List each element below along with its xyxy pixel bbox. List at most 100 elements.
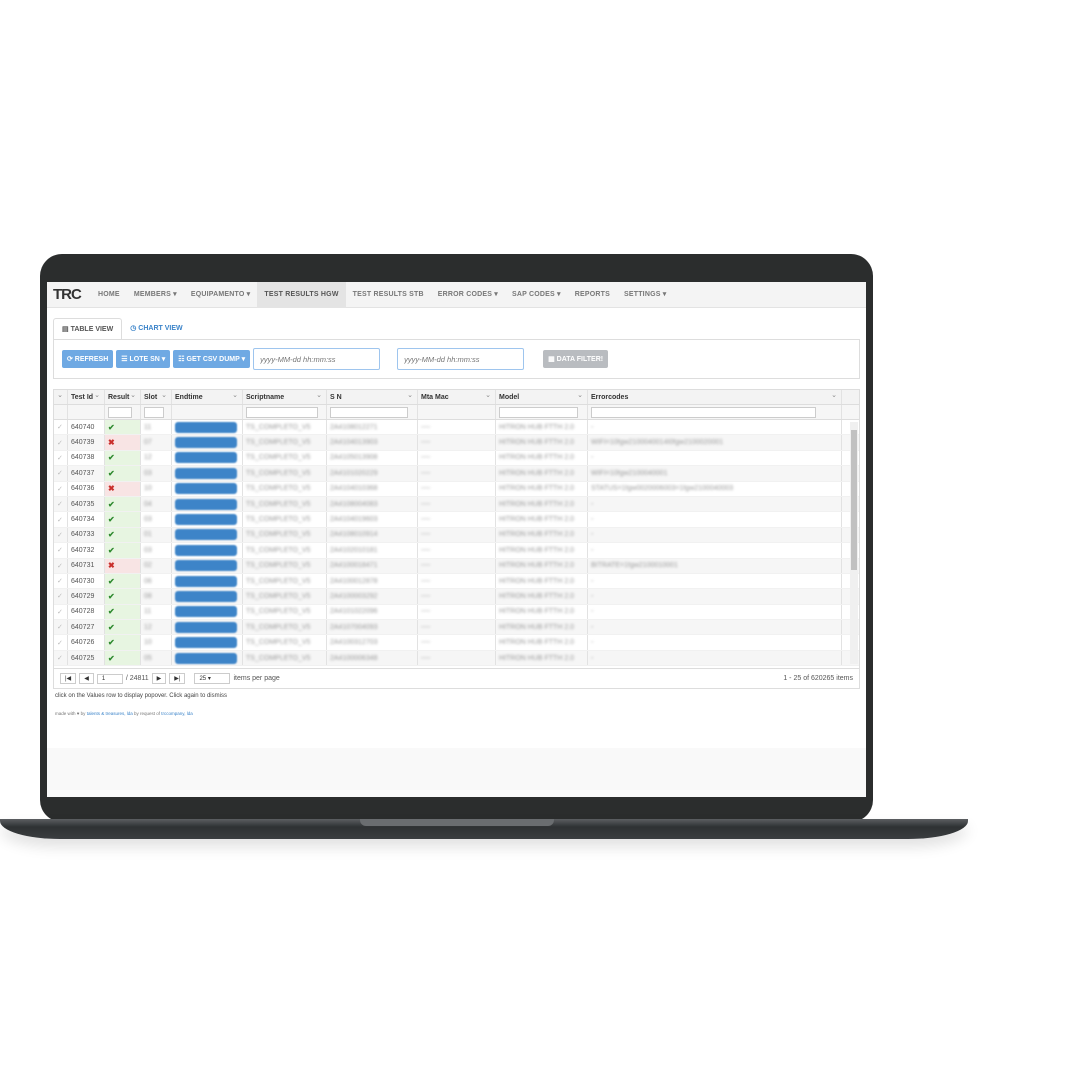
table-row: ✓ 640734 ✔ 03 TS_COMPLETO_V5 2A4104019603 ----… (54, 512, 859, 528)
cell: ✔ (105, 466, 141, 481)
row-select-checkbox[interactable]: ✓ (57, 470, 63, 478)
start-date-input[interactable] (253, 348, 381, 370)
filter-input[interactable] (591, 406, 816, 418)
nav-item[interactable]: SETTINGS ▾ (623, 290, 667, 298)
slot: 03 (144, 546, 152, 554)
row-select-checkbox[interactable]: ✓ (57, 454, 63, 462)
cell: 2A4108004083 (327, 496, 418, 512)
cell: WIFI=10fgw2100040001 (588, 466, 842, 481)
pass-icon: ✔ (108, 422, 115, 432)
tab-chart-view[interactable]: ◷ CHART VIEW (122, 318, 191, 339)
cell: ---- (418, 450, 496, 466)
nav-item[interactable]: TEST RESULTS STB (352, 290, 424, 298)
prev-page-button[interactable]: ◀ (79, 673, 94, 684)
filter-cell (172, 405, 243, 419)
filter-cell (243, 405, 327, 419)
column-header[interactable]: Scriptname (243, 390, 327, 404)
row-select-checkbox[interactable]: ✓ (57, 516, 63, 524)
cell: HITRON HUB FTTH 2.0 (496, 543, 588, 558)
scriptname: TS_COMPLETO_V5 (246, 546, 311, 554)
filter-input[interactable] (499, 406, 579, 418)
row-select-checkbox[interactable]: ✓ (57, 531, 63, 539)
serial-number: 2A4108010914 (330, 531, 378, 539)
column-header[interactable]: Model (496, 390, 588, 404)
test-id: 640727 (71, 623, 95, 631)
tab-table-view[interactable]: ▤ TABLE VIEW (53, 318, 123, 339)
filter-cell (588, 405, 842, 419)
column-header[interactable]: S N (327, 390, 418, 404)
nav-item[interactable]: SAP CODES ▾ (511, 290, 561, 298)
row-select-checkbox[interactable]: ✓ (57, 547, 63, 555)
cell: 11 (141, 604, 172, 620)
row-select-checkbox[interactable]: ✓ (57, 439, 63, 447)
nav-item[interactable]: HOME (98, 290, 120, 298)
cell: 07 (141, 435, 172, 450)
cell: ---- (418, 496, 496, 512)
lote-sn-button[interactable]: ☰ LOTE SN ▾ (116, 350, 171, 368)
slot: 12 (144, 454, 152, 462)
row-select-checkbox[interactable]: ✓ (57, 562, 63, 570)
column-header[interactable]: Endtime (172, 390, 243, 404)
cell: ✓ (54, 420, 68, 435)
nav-item[interactable]: TEST RESULTS HGW (257, 282, 346, 308)
client-link[interactable]: trccompany, lda (161, 711, 193, 716)
column-header[interactable]: Errorcodes (588, 390, 842, 404)
cell: TS_COMPLETO_V5 (243, 466, 327, 481)
errorcodes: STATUS=1fgw0020006003=1fgw2100040003 (591, 485, 734, 493)
fail-icon: ✖ (108, 561, 115, 571)
column-header[interactable]: Test Id (68, 390, 105, 404)
cell (172, 512, 243, 527)
last-page-button[interactable]: ▶| (169, 673, 186, 684)
endtime (175, 421, 237, 433)
first-page-button[interactable]: |◀ (60, 673, 77, 684)
nav-item[interactable]: ERROR CODES ▾ (437, 290, 498, 298)
column-header[interactable] (54, 390, 68, 404)
row-select-checkbox[interactable]: ✓ (57, 624, 63, 632)
slot: 03 (144, 469, 152, 477)
cell: ---- (418, 558, 496, 573)
author-link[interactable]: talents & treasures, lda (86, 711, 133, 716)
column-header[interactable]: Mta Mac (418, 390, 496, 404)
row-select-checkbox[interactable]: ✓ (57, 655, 63, 663)
test-id: 640734 (71, 516, 95, 524)
filter-input[interactable] (144, 406, 164, 418)
cell: TS_COMPLETO_V5 (243, 496, 327, 512)
mta-mac: ---- (421, 454, 431, 462)
test-id: 640725 (71, 654, 95, 662)
row-select-checkbox[interactable]: ✓ (57, 608, 63, 616)
column-header[interactable]: Result (105, 390, 141, 404)
refresh-button[interactable]: ⟳ REFRESH (62, 350, 114, 368)
end-date-input[interactable] (397, 348, 525, 370)
column-header[interactable]: Slot (141, 390, 172, 404)
cell: ---- (418, 543, 496, 558)
data-filter-button[interactable]: ▦ DATA FILTER! (543, 350, 609, 368)
csv-dump-button[interactable]: ☷ GET CSV DUMP ▾ (173, 350, 251, 368)
serial-number: 2A4100006348 (330, 654, 378, 662)
cell: TS_COMPLETO_V5 (243, 481, 327, 496)
endtime (175, 637, 237, 649)
nav-item[interactable]: REPORTS (574, 290, 610, 298)
row-select-checkbox[interactable]: ✓ (57, 593, 63, 601)
cell: TS_COMPLETO_V5 (243, 604, 327, 620)
vertical-scrollbar[interactable] (850, 422, 858, 664)
filter-input[interactable] (246, 406, 318, 418)
mta-mac: ---- (421, 516, 431, 524)
filter-input[interactable] (108, 406, 132, 418)
next-page-button[interactable]: ▶ (151, 673, 167, 684)
per-page-select[interactable]: 25 ▾ (194, 673, 231, 684)
filter-input[interactable] (330, 406, 409, 418)
nav-item[interactable]: EQUIPAMENTO ▾ (190, 290, 251, 298)
cell: 2A4107004093 (327, 620, 418, 635)
row-select-checkbox[interactable]: ✓ (57, 639, 63, 647)
row-select-checkbox[interactable]: ✓ (57, 424, 63, 432)
row-select-checkbox[interactable]: ✓ (57, 485, 63, 493)
nav-item[interactable]: MEMBERS ▾ (133, 290, 177, 298)
slot: 02 (144, 562, 152, 570)
cell: 640729 (68, 589, 105, 604)
page-input[interactable]: 1 (96, 673, 123, 684)
cell: 640730 (68, 573, 105, 589)
scriptname: TS_COMPLETO_V5 (246, 485, 311, 493)
laptop-notch (360, 819, 554, 826)
row-select-checkbox[interactable]: ✓ (57, 578, 63, 586)
row-select-checkbox[interactable]: ✓ (57, 501, 63, 509)
